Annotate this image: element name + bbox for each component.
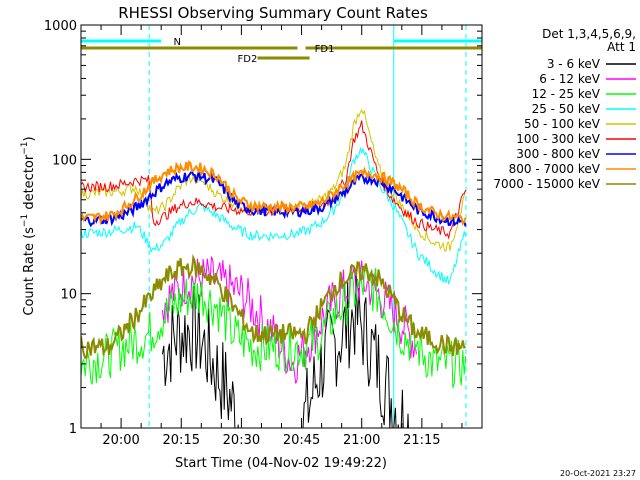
x-tick-label-75: 21:15 [403, 433, 440, 448]
x-axis-label: Start Time (04-Nov-02 19:49:22) [175, 456, 387, 471]
flag-label-n: N [173, 37, 180, 48]
x-tick-label-30: 20:30 [223, 433, 260, 448]
series-line-7 [81, 159, 467, 226]
x-axis: 20:00 20:15 20:30 20:45 21:00 21:15 [80, 25, 483, 448]
x-tick-label-45: 20:45 [283, 433, 320, 448]
legend-label-6: 300 - 800 keV [516, 147, 600, 161]
chart-title: RHESSI Observing Summary Count Rates [118, 4, 428, 22]
legend-header-line-1: Det 1,3,4,5,6,9, [542, 27, 636, 41]
series-line-5 [81, 120, 467, 240]
legend-label-3: 25 - 50 keV [532, 102, 601, 116]
plot-frame [80, 24, 483, 429]
y-tick-label-10: 10 [60, 288, 77, 303]
x-tick-label-60: 21:00 [343, 433, 380, 448]
series-line-8 [81, 253, 466, 359]
y-axis: 1 10 100 1000 [44, 19, 482, 437]
series-line-3 [81, 146, 467, 286]
y-tick-label-1: 1 [69, 422, 77, 437]
legend-label-8: 7000 - 15000 keV [493, 177, 600, 191]
legend-label-2: 12 - 25 keV [532, 87, 601, 101]
x-tick-label-15: 20:15 [163, 433, 200, 448]
footer-date: 20-Oct-2021 23:27 [560, 469, 636, 478]
legend-label-0: 3 - 6 keV [547, 57, 601, 71]
series-line-4 [81, 108, 467, 252]
series-line-2 [81, 266, 467, 388]
legend-header-line-2: Att 1 [607, 40, 636, 54]
legend-label-5: 100 - 300 keV [516, 132, 600, 146]
y-tick-label-1000: 1000 [44, 19, 77, 34]
legend-label-1: 6 - 12 keV [539, 72, 601, 86]
legend-label-7: 800 - 7000 keV [509, 162, 601, 176]
y-axis-label: Count Rate (s−1 detector−1) [20, 136, 37, 315]
x-tick-label-0: 20:00 [102, 433, 139, 448]
plot-area: N FD1 FD2 [81, 25, 482, 428]
legend-label-4: 50 - 100 keV [524, 117, 601, 131]
flag-label-fd1: FD1 [315, 44, 335, 55]
y-tick-label-100: 100 [52, 153, 77, 168]
flag-label-fd2: FD2 [238, 54, 258, 65]
